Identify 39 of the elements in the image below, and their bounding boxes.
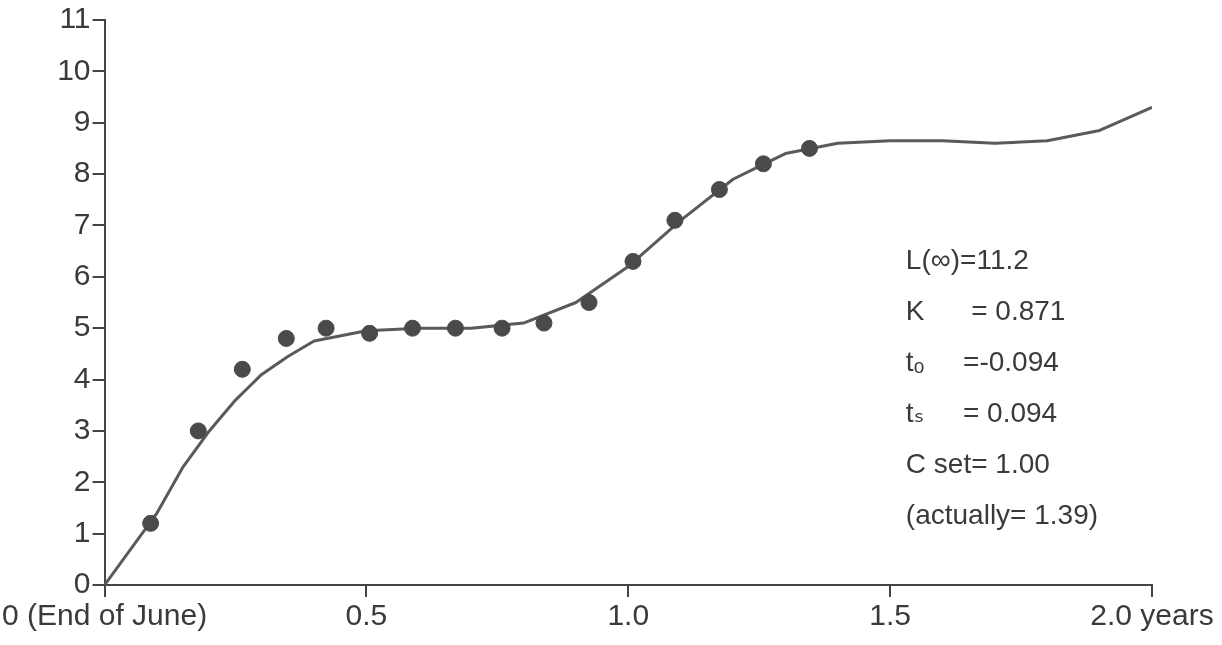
point — [446, 319, 464, 337]
point — [800, 139, 818, 157]
y-tick-label: 9 — [73, 103, 91, 137]
y-tick-label: 5 — [73, 309, 91, 343]
annotation: tₛ = 0.094 — [905, 397, 1058, 429]
y-tick-label: 2 — [73, 463, 91, 497]
x-tick-label: 1.0 — [607, 598, 650, 632]
point — [361, 324, 379, 342]
annotation: (actually= 1.39) — [905, 499, 1099, 531]
annotation: L(∞)=11.2 — [905, 244, 1029, 276]
y-tick-label: 7 — [73, 206, 91, 240]
annotation: tₒ =-0.094 — [905, 346, 1059, 378]
annotation: C set= 1.00 — [905, 448, 1050, 480]
y-tick-label: 3 — [73, 412, 91, 446]
point — [404, 319, 422, 337]
point — [535, 314, 553, 332]
point — [142, 514, 160, 532]
y-tick-label: 11 — [59, 1, 91, 35]
y-tick-label: 6 — [73, 258, 91, 292]
point — [580, 294, 598, 311]
point — [493, 319, 511, 337]
point — [189, 422, 207, 440]
point — [233, 360, 251, 378]
point — [666, 211, 684, 229]
x-tick-label: 2.0 years — [1090, 598, 1214, 632]
point — [277, 329, 295, 347]
point — [754, 155, 772, 173]
point — [624, 252, 642, 270]
y-tick-label: 10 — [57, 52, 91, 86]
x-tick-label: 0 (End of June) — [2, 598, 208, 632]
y-tick-label: 0 — [73, 566, 91, 600]
x-tick-label: 0.5 — [345, 598, 388, 632]
y-tick-label: 8 — [73, 155, 91, 189]
x-tick-label: 1.5 — [869, 598, 911, 632]
point — [710, 181, 728, 198]
y-tick-label: 1 — [73, 514, 91, 548]
annotation: K = 0.871 — [905, 295, 1066, 327]
y-tick-label: 4 — [73, 360, 91, 394]
point — [317, 319, 335, 337]
